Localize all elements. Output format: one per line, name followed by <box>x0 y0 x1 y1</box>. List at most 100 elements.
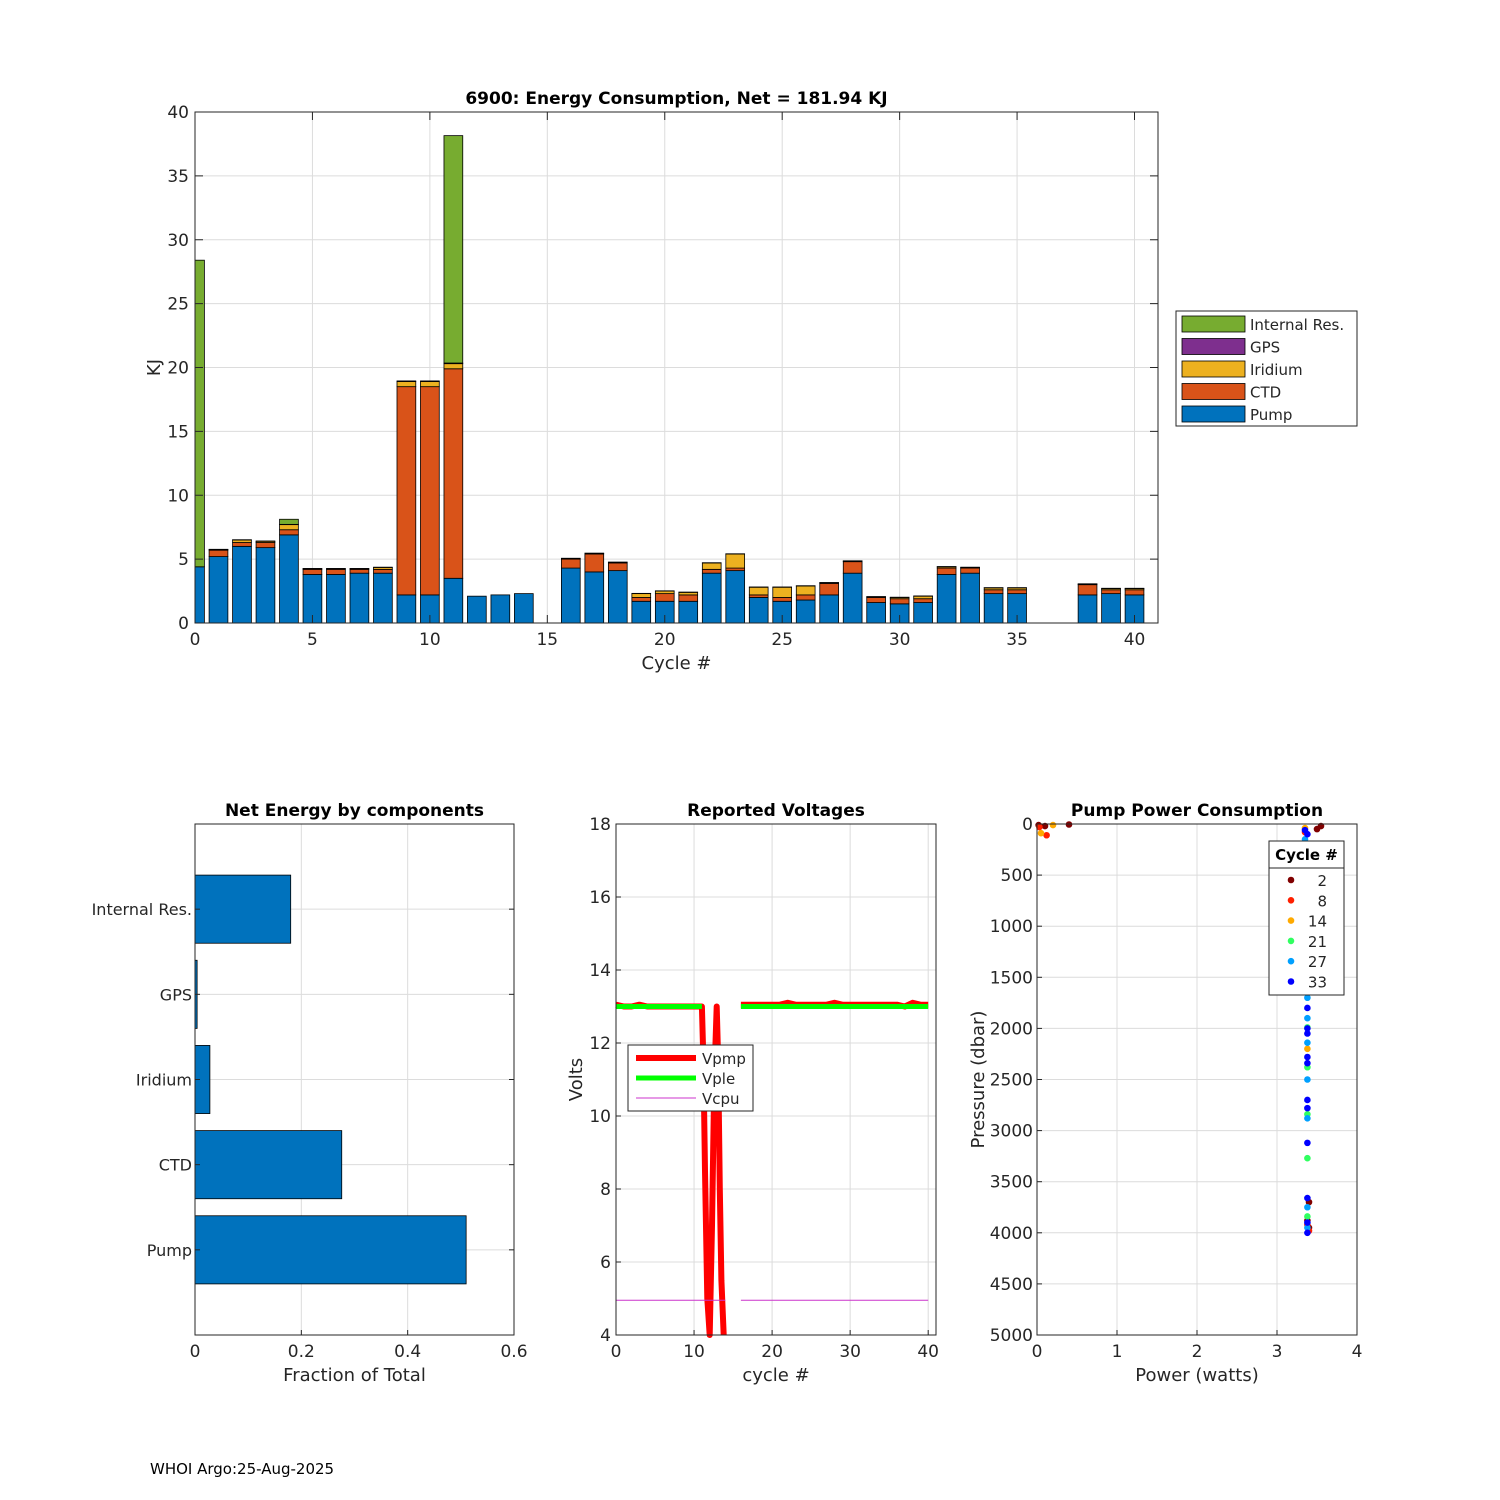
pump-power-x-tick-label: 4 <box>1352 1342 1363 1362</box>
pump-power-x-tick-label: 3 <box>1272 1342 1283 1362</box>
energy-bar-ctd-cycle-21 <box>678 594 699 602</box>
voltages-y-tick-label: 8 <box>600 1180 611 1200</box>
energy-bar-pump-cycle-3 <box>255 547 276 624</box>
energy-legend-label-2: Iridium <box>1250 361 1303 379</box>
energy-bar-ctd-cycle-11 <box>443 368 464 579</box>
pump-power-point-cycle-21-2 <box>1304 1154 1311 1162</box>
components-category-label: Pump <box>147 1241 192 1260</box>
components-x-tick-label: 0.2 <box>288 1342 315 1362</box>
voltages-y-axis-label: Volts <box>566 1058 587 1101</box>
energy-bar-pump-cycle-9 <box>396 594 417 624</box>
energy-bar-ctd-cycle-3 <box>255 542 276 549</box>
energy-bar-pump-cycle-0 <box>194 566 205 624</box>
energy-y-tick-label: 5 <box>178 550 189 570</box>
energy-legend-swatch-4 <box>1181 405 1246 423</box>
components-category-label: Internal Res. <box>92 900 192 919</box>
pump-power-legend-label-1: 8 <box>1317 892 1327 910</box>
pump-power-legend-label-5: 33 <box>1308 974 1327 992</box>
components-x-tick-label: 0.4 <box>394 1342 421 1362</box>
pump-power-legend-label-0: 2 <box>1317 872 1327 890</box>
energy-legend-swatch-2 <box>1181 360 1246 378</box>
energy-legend-label-0: Internal Res. <box>1250 316 1344 334</box>
energy-x-tick-label: 35 <box>1006 630 1028 650</box>
energy-bar-pump-cycle-39 <box>1101 593 1121 624</box>
energy-bar-ctd-cycle-40 <box>1124 589 1145 596</box>
energy-bar-pump-cycle-14 <box>514 593 534 624</box>
pump-power-point-cycle-33-1 <box>1304 830 1311 838</box>
energy-bar-gps-cycle-9 <box>396 380 417 382</box>
pump-power-point-cycle-27-10 <box>1304 1203 1311 1211</box>
components-bar-internal-res <box>194 874 292 944</box>
voltages-title: Reported Voltages <box>687 801 865 821</box>
energy-bar-pump-cycle-16 <box>561 567 581 624</box>
voltages-x-axis-label: cycle # <box>742 1365 809 1386</box>
energy-bar-pump-cycle-38 <box>1077 594 1098 624</box>
energy-x-tick-label: 0 <box>190 630 201 650</box>
energy-bar-pump-cycle-19 <box>631 600 652 624</box>
components-title: Net Energy by components <box>225 801 484 821</box>
energy-bar-ctd-cycle-30 <box>889 598 910 605</box>
pump-power-y-tick-label: 4500 <box>990 1275 1033 1295</box>
energy-y-tick-label: 0 <box>178 614 189 634</box>
energy-y-tick-label: 30 <box>167 231 189 251</box>
energy-legend-label-1: GPS <box>1250 339 1280 357</box>
voltages-legend-label-2: Vcpu <box>702 1090 740 1108</box>
pump-power-y-tick-label: 500 <box>1001 866 1033 886</box>
energy-bar-ctd-cycle-26 <box>795 594 816 601</box>
pump-power-legend-label-2: 14 <box>1308 913 1327 931</box>
energy-y-tick-label: 25 <box>167 295 189 315</box>
energy-bar-ctd-cycle-32 <box>936 567 957 575</box>
components-category-label: GPS <box>160 985 192 1004</box>
energy-bar-pump-cycle-23 <box>725 570 746 624</box>
pump-power-x-tick-label: 1 <box>1112 1342 1123 1362</box>
energy-legend-swatch-3 <box>1181 383 1246 400</box>
energy-y-axis-label: KJ <box>144 359 165 376</box>
pump-power-point-cycle-2-2 <box>1065 821 1073 828</box>
energy-bar-ctd-cycle-18 <box>607 562 628 572</box>
energy-bar-ctd-cycle-10 <box>420 386 440 596</box>
pump-power-legend-title: Cycle # <box>1275 846 1338 864</box>
pump-power-point-cycle-2-4 <box>1313 825 1321 833</box>
energy-bar-ctd-cycle-1 <box>208 549 229 557</box>
pump-power-point-cycle-33-14 <box>1304 1194 1311 1202</box>
energy-bar-internal-res-cycle-4 <box>279 518 299 525</box>
voltages-x-tick-label: 30 <box>839 1342 861 1362</box>
energy-bar-pump-cycle-33 <box>960 572 980 624</box>
pump-power-x-tick-label: 0 <box>1032 1342 1043 1362</box>
voltages-y-tick-label: 12 <box>589 1034 611 1054</box>
energy-y-tick-label: 35 <box>167 167 189 187</box>
energy-bar-pump-cycle-26 <box>795 599 816 624</box>
pump-power-point-cycle-14-0 <box>1049 821 1057 829</box>
pump-power-y-tick-label: 2000 <box>990 1019 1033 1039</box>
energy-bar-ctd-cycle-25 <box>772 597 792 602</box>
energy-bar-iridium-cycle-4 <box>279 524 299 531</box>
pump-power-y-tick-label: 2500 <box>990 1071 1033 1091</box>
energy-x-tick-label: 20 <box>654 630 676 650</box>
energy-bar-pump-cycle-4 <box>279 534 299 624</box>
energy-bar-ctd-cycle-4 <box>279 529 299 536</box>
voltages-x-tick-label: 10 <box>683 1342 705 1362</box>
components-x-axis-label: Fraction of Total <box>283 1365 426 1386</box>
pump-power-y-tick-label: 4000 <box>990 1224 1033 1244</box>
pump-power-point-cycle-33-10 <box>1304 1059 1311 1067</box>
energy-bar-internal-res-cycle-11 <box>443 135 464 364</box>
pump-power-y-tick-label: 5000 <box>990 1326 1033 1346</box>
energy-bar-pump-cycle-11 <box>443 577 464 624</box>
energy-bar-ctd-cycle-34 <box>983 589 1004 595</box>
energy-x-tick-label: 30 <box>889 630 911 650</box>
energy-bar-ctd-cycle-7 <box>349 568 370 574</box>
energy-bar-ctd-cycle-35 <box>1007 589 1027 595</box>
energy-bar-ctd-cycle-38 <box>1077 584 1098 596</box>
pump-power-point-cycle-27-6 <box>1304 1014 1311 1022</box>
energy-bar-iridium-cycle-24 <box>748 586 769 596</box>
energy-bar-ctd-cycle-28 <box>842 561 863 574</box>
pump-power-legend-marker-1 <box>1287 897 1295 904</box>
pump-power-point-cycle-27-9 <box>1304 1115 1311 1122</box>
energy-bar-pump-cycle-27 <box>819 594 839 624</box>
energy-y-tick-label: 10 <box>167 486 189 506</box>
voltages-y-tick-label: 16 <box>589 888 611 908</box>
pump-power-y-tick-label: 3000 <box>990 1122 1033 1142</box>
energy-bar-pump-cycle-31 <box>913 602 933 624</box>
components-x-tick-label: 0.6 <box>500 1342 527 1362</box>
voltages-x-tick-label: 40 <box>917 1342 939 1362</box>
